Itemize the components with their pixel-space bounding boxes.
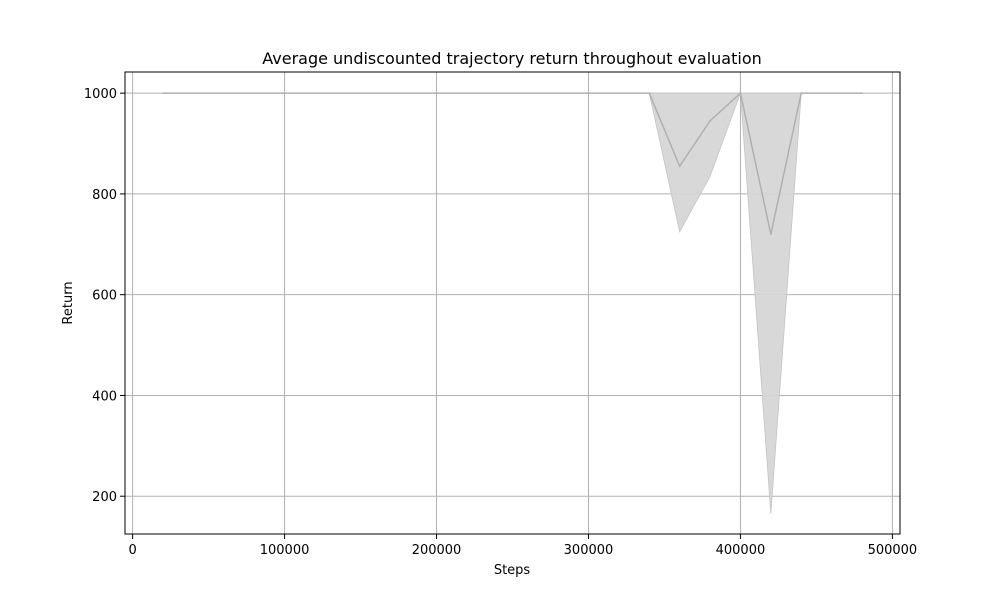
x-tick-label: 300000 <box>564 543 614 558</box>
mean-return-point <box>496 92 499 94</box>
mean-return-point <box>739 92 742 94</box>
mean-return-point <box>222 92 225 94</box>
x-axis-label: Steps <box>494 563 531 578</box>
x-tick-label: 100000 <box>260 543 310 558</box>
mean-return-point <box>192 92 195 94</box>
mean-return-point <box>374 92 377 94</box>
mean-return-point <box>162 92 164 94</box>
chart-title: Average undiscounted trajectory return t… <box>262 49 762 68</box>
mean-return-point <box>557 92 559 94</box>
y-tick-label: 800 <box>92 188 117 203</box>
y-tick-label: 200 <box>92 490 117 505</box>
plot-frame <box>124 71 901 535</box>
mean-return-point <box>314 92 316 94</box>
mean-line-layer <box>162 91 863 236</box>
mean-return-point <box>405 92 407 94</box>
mean-return-point <box>678 165 681 168</box>
y-tick-label: 400 <box>92 389 117 404</box>
y-axis-label: Return <box>61 281 76 324</box>
x-tick-label: 0 <box>128 543 136 558</box>
mean-return-point <box>861 92 863 94</box>
mean-return-point <box>770 233 772 236</box>
mean-return-point <box>344 92 347 94</box>
mean-return-point <box>709 120 711 122</box>
confidence-band-layer <box>162 92 863 514</box>
y-tick-label: 1000 <box>84 87 117 102</box>
x-tick-label: 200000 <box>412 543 462 558</box>
mean-return-point <box>648 92 651 94</box>
mean-return-line <box>162 91 863 235</box>
mean-return-point <box>526 92 529 94</box>
mean-return-point <box>435 92 438 94</box>
mean-return-point <box>587 92 590 94</box>
y-axis: 200 400 600 800 1000 <box>84 87 125 505</box>
mean-return-point <box>830 92 833 94</box>
mean-return-point <box>800 92 803 94</box>
x-tick-label: 400000 <box>716 543 766 558</box>
y-tick-label: 600 <box>92 289 117 304</box>
mean-return-point <box>618 92 620 94</box>
x-axis: 0 100000 200000 300000 400000 500000 <box>128 534 917 558</box>
mean-return-point <box>466 92 468 94</box>
confidence-band <box>162 92 863 514</box>
mean-return-point <box>283 92 286 94</box>
x-tick-label: 500000 <box>868 543 918 558</box>
mean-return-point <box>253 92 255 94</box>
